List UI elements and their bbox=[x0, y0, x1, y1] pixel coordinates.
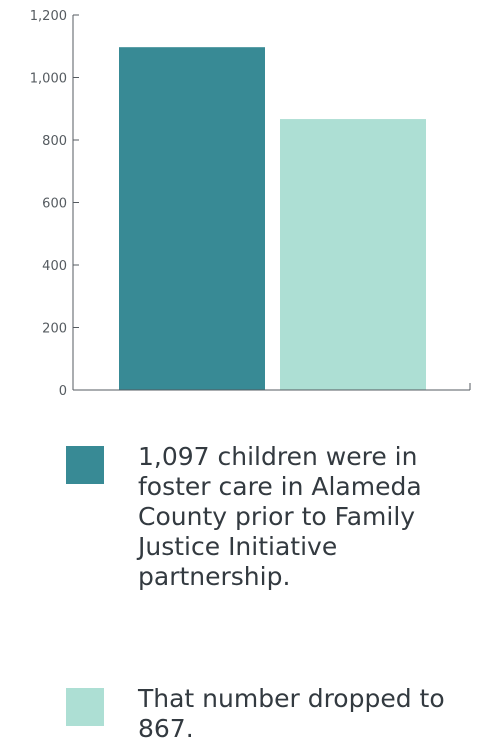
bar-chart: 0 200 400 600 800 1,000 1,200 bbox=[30, 9, 471, 399]
legend-item-before: 1,097 children were in foster care in Al… bbox=[66, 442, 456, 622]
legend-swatch-after bbox=[66, 688, 104, 726]
y-tick-label: 800 bbox=[42, 134, 67, 149]
bar-after bbox=[280, 119, 426, 390]
y-tick-label: 600 bbox=[42, 197, 67, 212]
legend-label-before: 1,097 children were in foster care in Al… bbox=[138, 442, 422, 591]
bars bbox=[119, 47, 426, 390]
legend-item-after: That number dropped to 867. bbox=[66, 684, 456, 752]
legend-swatch-before bbox=[66, 446, 104, 484]
bar-before bbox=[119, 47, 265, 390]
x-axis bbox=[73, 383, 471, 391]
legend: 1,097 children were in foster care in Al… bbox=[66, 440, 456, 752]
y-tick-label: 200 bbox=[42, 322, 67, 337]
legend-label-after: That number dropped to 867. bbox=[138, 684, 445, 743]
y-tick-label: 1,000 bbox=[30, 72, 67, 87]
y-axis: 0 200 400 600 800 1,000 1,200 bbox=[30, 9, 79, 399]
y-tick-label: 400 bbox=[42, 259, 67, 274]
y-tick-label: 1,200 bbox=[30, 9, 67, 24]
y-tick-label: 0 bbox=[59, 384, 67, 399]
